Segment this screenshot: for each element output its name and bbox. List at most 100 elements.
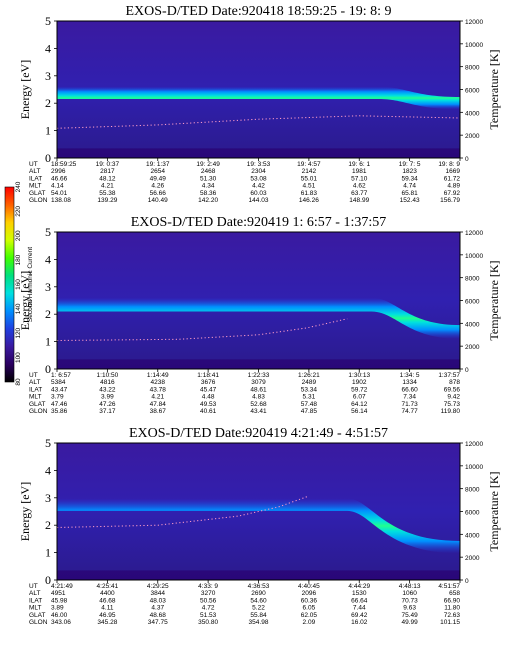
temperature-tick-label: 0: [465, 578, 469, 585]
table-cell: 65.81: [401, 190, 418, 197]
table-cell: 4816: [100, 379, 115, 386]
energy-tick-label: 0: [45, 362, 51, 376]
energy-tick-label: 3: [45, 491, 51, 505]
energy-tick-label: 1: [45, 546, 51, 560]
energy-tick-label: 0: [45, 151, 51, 165]
table-cell: 4:40:45: [298, 583, 320, 590]
table-cell: 9.63: [403, 605, 416, 612]
table-cell: 140.49: [148, 197, 168, 204]
temperature-tick-label: 12000: [465, 230, 483, 237]
energy-tick-label: 5: [45, 436, 51, 450]
temperature-tick-label: 4000: [465, 532, 480, 539]
table-cell: 55.38: [99, 190, 116, 197]
table-cell: 49.53: [200, 401, 217, 408]
table-cell: 62.05: [301, 612, 318, 619]
table-cell: 2142: [302, 168, 317, 175]
table-cell: 46.00: [51, 612, 68, 619]
table-cell: 3.99: [101, 394, 114, 401]
table-cell: 47.84: [150, 401, 167, 408]
table-cell: 4.51: [303, 183, 316, 190]
table-row-label-glat: GLAT: [29, 401, 46, 408]
table-cell: 4.14: [51, 183, 64, 190]
table-cell: 19: 2:49: [196, 161, 220, 168]
table-cell: 2304: [251, 168, 266, 175]
table-cell: 19: 4:57: [297, 161, 321, 168]
colorbar-label: Second Harmonic Current: [27, 247, 34, 322]
table-cell: 139.29: [97, 197, 117, 204]
table-row-label-ut: UT: [29, 161, 38, 168]
table-cell: 59.34: [401, 175, 418, 182]
table-cell: 4.48: [202, 394, 215, 401]
temperature-axis-label: Temperature [K]: [487, 49, 501, 129]
table-cell: 3270: [201, 590, 216, 597]
table-cell: 43.78: [150, 386, 167, 393]
table-cell: 343.06: [51, 619, 71, 626]
table-cell: 144.03: [249, 197, 269, 204]
table-cell: 48.03: [150, 597, 167, 604]
temperature-tick-label: 8000: [465, 276, 480, 283]
table-cell: 66.64: [351, 597, 368, 604]
table-cell: 54.01: [51, 190, 68, 197]
energy-axis-label: Energy [eV]: [18, 482, 32, 541]
table-cell: 5.22: [252, 605, 265, 612]
table-cell: 69.56: [444, 386, 461, 393]
table-cell: 19: 3:53: [247, 161, 271, 168]
energy-tick-label: 2: [45, 307, 51, 321]
energy-tick-label: 1: [45, 124, 51, 138]
table-cell: 4:21:49: [51, 583, 73, 590]
table-cell: 47.85: [301, 408, 318, 415]
table-row-label-ilat: ILAT: [29, 597, 42, 604]
table-cell: 1:18:41: [197, 372, 219, 379]
table-cell: 72.63: [444, 612, 461, 619]
energy-tick-label: 3: [45, 69, 51, 83]
panel-title: EXOS-D/TED Date:920418 18:59:25 - 19: 8:…: [126, 4, 392, 19]
table-row-label-mlt: MLT: [29, 394, 42, 401]
temperature-tick-label: 0: [465, 156, 469, 163]
table-cell: 119.80: [441, 408, 461, 415]
table-cell: 4.21: [151, 394, 164, 401]
table-row-label-mlt: MLT: [29, 605, 42, 612]
table-cell: 19: 6: 1: [348, 161, 370, 168]
table-cell: 57.48: [301, 401, 318, 408]
temperature-tick-label: 6000: [465, 88, 480, 95]
table-cell: 4.72: [202, 605, 215, 612]
colorbar-tick-label: 200: [15, 230, 22, 241]
spectrogram-panel-1: EXOS-D/TED Date:920418 18:59:25 - 19: 8:…: [18, 4, 501, 204]
table-cell: 142.20: [198, 197, 218, 204]
table-cell: 49.99: [401, 619, 418, 626]
temperature-tick-label: 12000: [465, 19, 483, 26]
table-cell: 354.98: [249, 619, 269, 626]
table-cell: 3.79: [51, 394, 64, 401]
table-cell: 48.68: [150, 612, 167, 619]
table-cell: 4.42: [252, 183, 265, 190]
table-cell: 7.34: [403, 394, 416, 401]
table-cell: 61.72: [444, 175, 461, 182]
table-cell: 4.21: [101, 183, 114, 190]
table-cell: 74.77: [401, 408, 418, 415]
table-cell: 54.60: [250, 597, 267, 604]
table-cell: 51.30: [200, 175, 217, 182]
table-cell: 4:44:29: [348, 583, 370, 590]
table-cell: 46.66: [51, 175, 68, 182]
energy-tick-label: 4: [45, 463, 51, 477]
table-cell: 1981: [352, 168, 367, 175]
table-cell: 37.17: [99, 408, 116, 415]
table-row-label-glat: GLAT: [29, 190, 46, 197]
table-cell: 4.26: [151, 183, 164, 190]
table-cell: 1: 6:57: [51, 372, 71, 379]
table-cell: 55.84: [250, 612, 267, 619]
spectrogram-panel-2: EXOS-D/TED Date:920419 1: 6:57 - 1:37:57…: [18, 215, 501, 415]
table-row-label-glon: GLON: [29, 197, 48, 204]
table-cell: 47.26: [99, 401, 116, 408]
table-cell: 63.77: [351, 190, 368, 197]
temperature-tick-label: 6000: [465, 510, 480, 517]
table-cell: 4:33: 9: [198, 583, 218, 590]
low-energy-noise: [57, 570, 460, 580]
table-cell: 19: 1:37: [146, 161, 170, 168]
table-cell: 5.31: [303, 394, 316, 401]
colorbar-tick-label: 100: [15, 352, 22, 363]
table-cell: 5384: [51, 379, 66, 386]
table-cell: 4951: [51, 590, 66, 597]
energy-tick-label: 4: [45, 41, 51, 55]
